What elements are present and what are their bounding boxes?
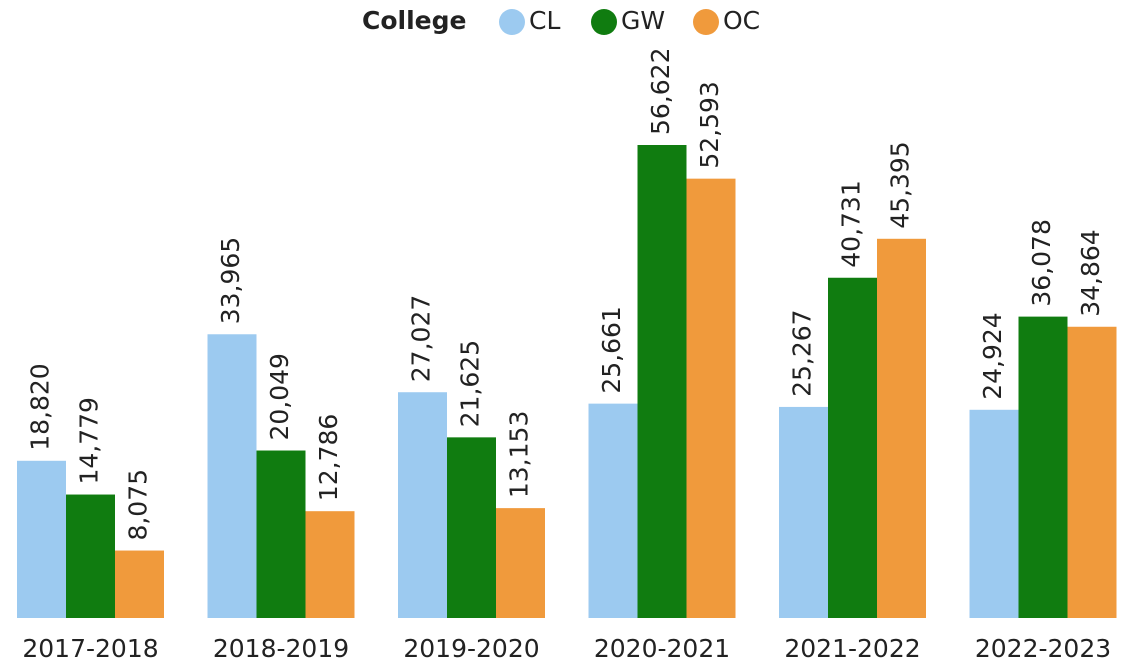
legend-label: OC: [723, 6, 760, 35]
legend-label: CL: [529, 6, 560, 35]
data-label: 18,820: [26, 363, 55, 450]
legend-marker: [499, 9, 525, 35]
bar: [305, 511, 355, 618]
bar: [398, 392, 447, 618]
data-label: 25,661: [597, 306, 626, 393]
data-label: 14,779: [75, 397, 104, 484]
data-label: 56,622: [646, 48, 675, 135]
data-label: 45,395: [886, 141, 915, 228]
bar: [496, 508, 545, 618]
data-label: 24,924: [978, 312, 1007, 399]
legend-label: GW: [621, 6, 665, 35]
bar: [637, 145, 687, 618]
bar: [588, 403, 638, 618]
bar: [779, 406, 828, 618]
data-label: 52,593: [695, 81, 724, 168]
bar: [256, 450, 306, 618]
data-label: 25,267: [788, 309, 817, 396]
data-label: 33,965: [216, 237, 245, 324]
data-label: 20,049: [265, 353, 294, 440]
data-label: 34,864: [1076, 229, 1105, 316]
data-label: 21,625: [456, 340, 485, 427]
bar: [877, 238, 926, 618]
bar: [686, 178, 736, 618]
x-tick-label: 2021-2022: [784, 634, 920, 663]
bar: [66, 494, 115, 618]
bar: [17, 460, 66, 618]
legend-marker: [693, 9, 719, 35]
bar: [447, 437, 496, 618]
data-label: 40,731: [837, 180, 866, 267]
bar: [969, 409, 1019, 618]
data-label: 8,075: [124, 469, 153, 541]
legend-marker: [591, 9, 617, 35]
legend-title: College: [362, 6, 466, 35]
bar: [207, 334, 257, 618]
x-tick-label: 2018-2019: [213, 634, 349, 663]
x-tick-label: 2020-2021: [594, 634, 730, 663]
data-label: 13,153: [505, 411, 534, 498]
bar: [115, 550, 164, 618]
data-label: 36,078: [1027, 219, 1056, 306]
bar: [1018, 316, 1068, 618]
data-label: 27,027: [407, 295, 436, 382]
x-tick-label: 2017-2018: [22, 634, 158, 663]
data-label: 12,786: [314, 414, 343, 501]
bar: [1067, 326, 1117, 618]
x-tick-label: 2019-2020: [403, 634, 539, 663]
x-tick-label: 2022-2023: [975, 634, 1111, 663]
bar: [828, 277, 877, 618]
